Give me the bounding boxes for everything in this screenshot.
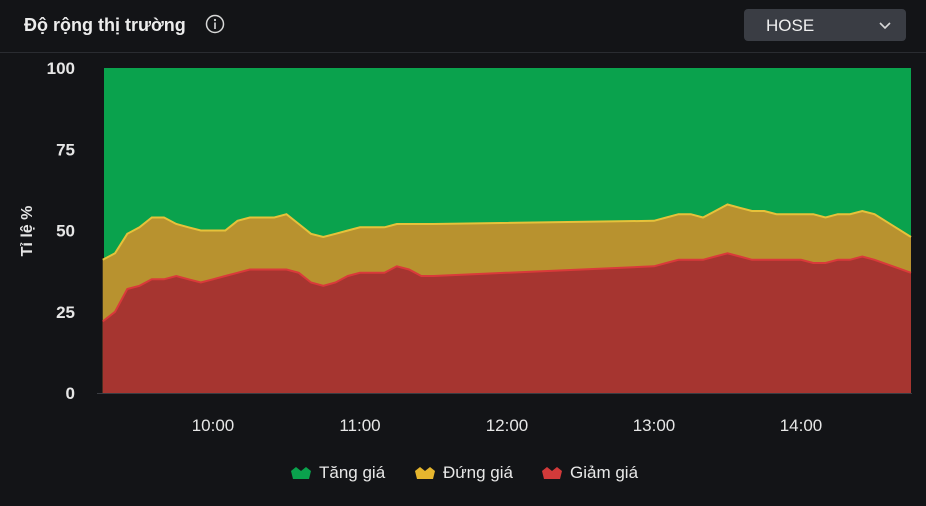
exchange-select-value: HOSE [766, 16, 815, 35]
x-tick-label: 12:00 [486, 416, 529, 435]
chevron-down-icon [879, 22, 891, 30]
legend-label-increase: Tăng giá [319, 463, 386, 482]
legend-label-unchanged: Đứng giá [443, 463, 513, 482]
crown-icon [415, 467, 435, 479]
y-tick-label: 100 [47, 59, 75, 78]
page-title: Độ rộng thị trường [24, 15, 186, 35]
series-line-decrease [102, 252, 912, 323]
x-tick-label: 14:00 [780, 416, 823, 435]
exchange-select[interactable]: HOSE [744, 9, 906, 41]
y-tick-label: 50 [56, 222, 75, 241]
x-tick-label: 13:00 [633, 416, 676, 435]
crown-icon [542, 467, 562, 479]
y-tick-label: 0 [66, 384, 75, 403]
header-divider [0, 52, 926, 53]
series-line-unchanged [102, 203, 912, 261]
y-axis-title: Tỉ lệ % [19, 206, 36, 257]
info-icon[interactable] [205, 14, 225, 34]
x-tick-label: 11:00 [339, 416, 380, 435]
chart-legend: Tăng giá Đứng giá Giảm giá [0, 460, 926, 486]
y-tick-label: 25 [56, 303, 75, 322]
series-area-decrease [102, 253, 911, 393]
legend-label-decrease: Giảm giá [570, 463, 639, 482]
x-tick-label: 10:00 [192, 416, 235, 435]
market-breadth-chart: 0 25 50 75 100 10:00 11:00 12:00 13:00 14:00 Tỉ lệ… [19, 59, 912, 435]
y-tick-label: 75 [56, 140, 75, 159]
crown-icon [291, 467, 311, 479]
chart-header: Độ rộng thị trường HOSE [0, 0, 926, 52]
